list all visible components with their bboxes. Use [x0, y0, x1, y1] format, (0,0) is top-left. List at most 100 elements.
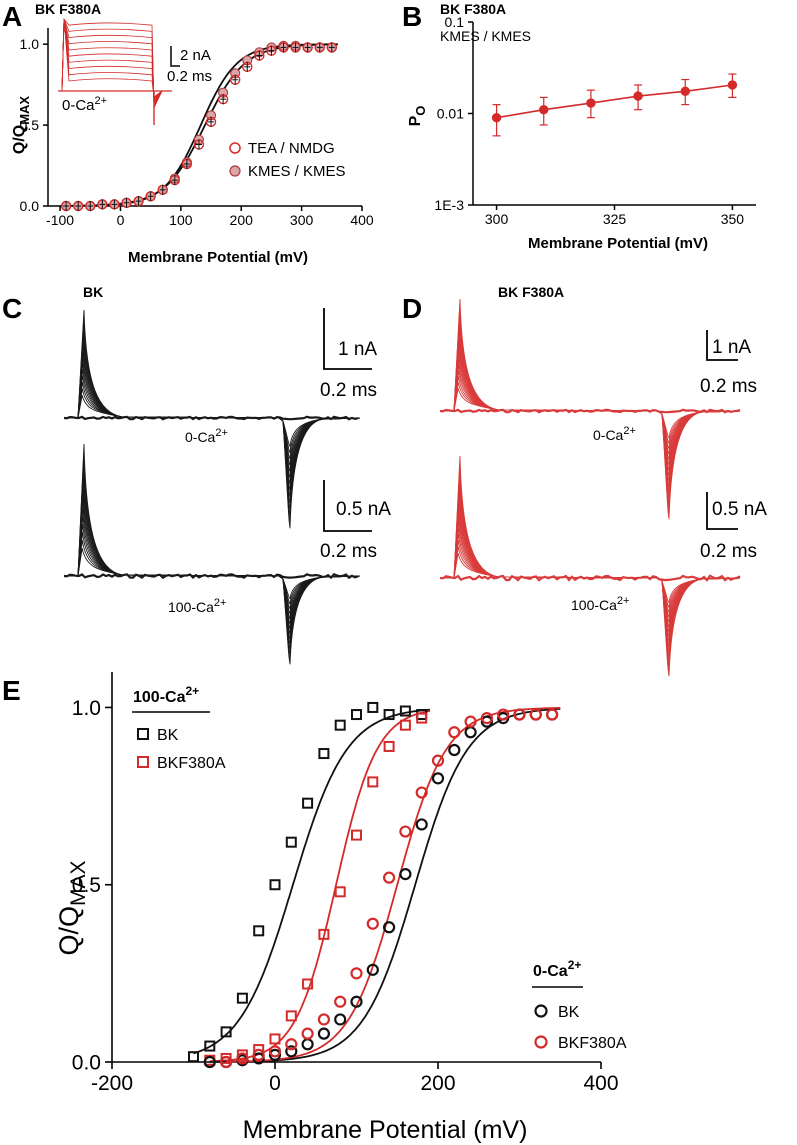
data-point-bk-0ca — [317, 1027, 330, 1040]
data-point-bkf380a-0ca — [350, 967, 363, 980]
data-point-bk-0ca — [399, 867, 412, 881]
data-point-bkf380a-0ca — [431, 754, 445, 767]
data-point-bk-100ca — [334, 719, 346, 731]
bkf380a-100ca-trace — [440, 462, 741, 672]
panel-b: BK F380A KMES / KMES 300 325 350 1E-3 0.01 0.… — [407, 1, 756, 252]
y-tick-label: 0.0 — [72, 1051, 101, 1074]
data-point-bk-100ca — [253, 925, 265, 937]
panel-b-axes: 300 325 350 1E-3 0.01 0.1 — [434, 14, 756, 227]
panel-letter-a: A — [2, 1, 22, 32]
data-point-bkf380a-0ca — [301, 1027, 314, 1040]
data-point-bkf380a-100ca — [383, 740, 395, 752]
data-point-bk-100ca — [302, 797, 314, 809]
data-point-bk-0ca — [285, 1045, 298, 1058]
data-point-bkf380a-100ca — [367, 776, 379, 788]
panel-b-xlabel: Membrane Potential (mV) — [528, 235, 708, 252]
bk-0ca-trace — [64, 323, 361, 516]
data-point-bkf380a-0ca — [529, 708, 542, 721]
panel-c-bottom-scale-bar — [323, 480, 372, 532]
inset-scale-bar — [170, 46, 180, 67]
panel-letter-b: B — [402, 1, 422, 32]
panel-d-bottom-scale-bar — [706, 492, 738, 530]
panel-c-top-scale-bar — [323, 308, 372, 370]
data-point-bk-100ca — [220, 1026, 232, 1038]
data-point-bkf380a-0ca — [480, 711, 493, 725]
legend-marker-bk-square — [137, 728, 149, 740]
data-point-bkf380a-100ca — [334, 886, 346, 898]
bkf380a-100ca-trace — [440, 481, 741, 657]
bkf380a-100ca-trace — [440, 468, 741, 667]
data-point-bk-0ca — [301, 1038, 314, 1051]
data-point-bk-100ca — [318, 748, 330, 760]
data-point-bk-0ca — [334, 1013, 347, 1026]
y-tick-label: 0.0 — [20, 198, 40, 214]
panel-a: BK F380A -100 0 100 200 300 400 0.0 0.5 1.0 2 nA… — [11, 1, 374, 266]
po-data-point — [491, 112, 502, 123]
x-tick-label: -200 — [91, 1072, 133, 1095]
bk-0ca-trace — [64, 342, 361, 498]
data-point-bk-100ca — [399, 705, 411, 717]
bk-0ca-trace — [64, 349, 361, 491]
panel-c-bottom-scale-time: 0.2 ms — [320, 541, 377, 562]
y-tick-label: 1.0 — [72, 697, 101, 720]
panel-letter-d: D — [402, 293, 422, 324]
legend-label-bk-100ca: BK — [157, 727, 179, 744]
data-point-bk-0ca — [383, 921, 396, 934]
panel-c-traces — [63, 308, 372, 665]
panel-e-ylabel: Q/QMAX — [54, 860, 90, 955]
fit-curve-bk-0ca — [209, 707, 561, 1063]
x-tick-label: 350 — [721, 211, 745, 227]
panel-b-ylabel: PO — [407, 106, 428, 127]
panel-a-inset-traces — [58, 17, 180, 125]
legend-label-bkf380a-100ca: BKF380A — [157, 755, 226, 772]
legend-marker-bk-circle — [534, 1004, 548, 1018]
legend-label-kmes-kmes: KMES / KMES — [248, 163, 346, 180]
bkf380a-100ca-trace-baseline — [439, 574, 741, 582]
data-point-bkf380a-0ca — [366, 917, 379, 930]
data-point-bkf380a-0ca — [252, 1048, 265, 1062]
data-point-bkf380a-100ca — [302, 978, 314, 990]
legend-marker-kmes-kmes — [229, 165, 241, 177]
data-point-bkf380a-0ca — [383, 871, 396, 884]
data-point-bk-100ca — [285, 836, 297, 848]
panel-letter-c: C — [2, 293, 22, 324]
bk-100ca-trace — [64, 468, 361, 650]
panel-a-inset-condition: 0-Ca2+ — [62, 95, 107, 114]
po-series-line — [496, 84, 733, 119]
bkf380a-100ca-trace — [440, 514, 741, 633]
y-tick-label: 1E-3 — [434, 197, 464, 213]
data-point-bkf380a-0ca — [220, 1055, 233, 1069]
panel-d-bottom-scale-time: 0.2 ms — [700, 541, 757, 562]
data-point-bk-100ca — [367, 701, 379, 713]
x-tick-label: 325 — [603, 211, 627, 227]
y-tick-label: 0.1 — [445, 14, 465, 30]
data-point-bkf380a-0ca — [236, 1052, 249, 1065]
panel-d-bottom-scale-current: 0.5 nA — [712, 499, 767, 520]
bkf380a-0ca-trace — [440, 298, 741, 520]
data-point-bk-100ca — [236, 992, 248, 1004]
x-tick-label: 100 — [169, 212, 193, 228]
bk-0ca-trace — [64, 395, 361, 447]
panel-b-title: BK F380A — [440, 1, 506, 17]
panel-e: -200 0 200 400 0.0 0.5 1.0 100-Ca2+ BK BKF380A… — [54, 672, 627, 1144]
panel-d-traces — [439, 298, 741, 677]
x-tick-label: 0 — [269, 1072, 281, 1095]
data-point-bk-100ca — [269, 879, 281, 891]
bk-100ca-trace — [64, 540, 361, 605]
data-point-bkf380a-0ca — [448, 726, 461, 739]
bk-0ca-trace — [64, 388, 361, 454]
bkf380a-0ca-trace — [440, 382, 741, 444]
inset-current-trace — [61, 18, 170, 98]
x-tick-label: 200 — [230, 212, 254, 228]
data-point-bkf380a-0ca — [285, 1038, 298, 1051]
legend-marker-bkf380a-square — [137, 756, 149, 768]
panel-c-top-scale-time: 0.2 ms — [320, 380, 377, 401]
panel-letter-e: E — [2, 675, 21, 706]
data-point-bkf380a-0ca — [317, 1013, 330, 1026]
data-point-bkf380a-0ca — [545, 708, 559, 721]
data-point-bk-0ca — [415, 818, 428, 831]
bk-100ca-trace — [64, 443, 361, 665]
bkf380a-100ca-trace — [440, 546, 741, 608]
data-point-bkf380a-100ca — [269, 1033, 281, 1045]
panel-e-axes: -200 0 200 400 0.0 0.5 1.0 — [72, 672, 619, 1095]
